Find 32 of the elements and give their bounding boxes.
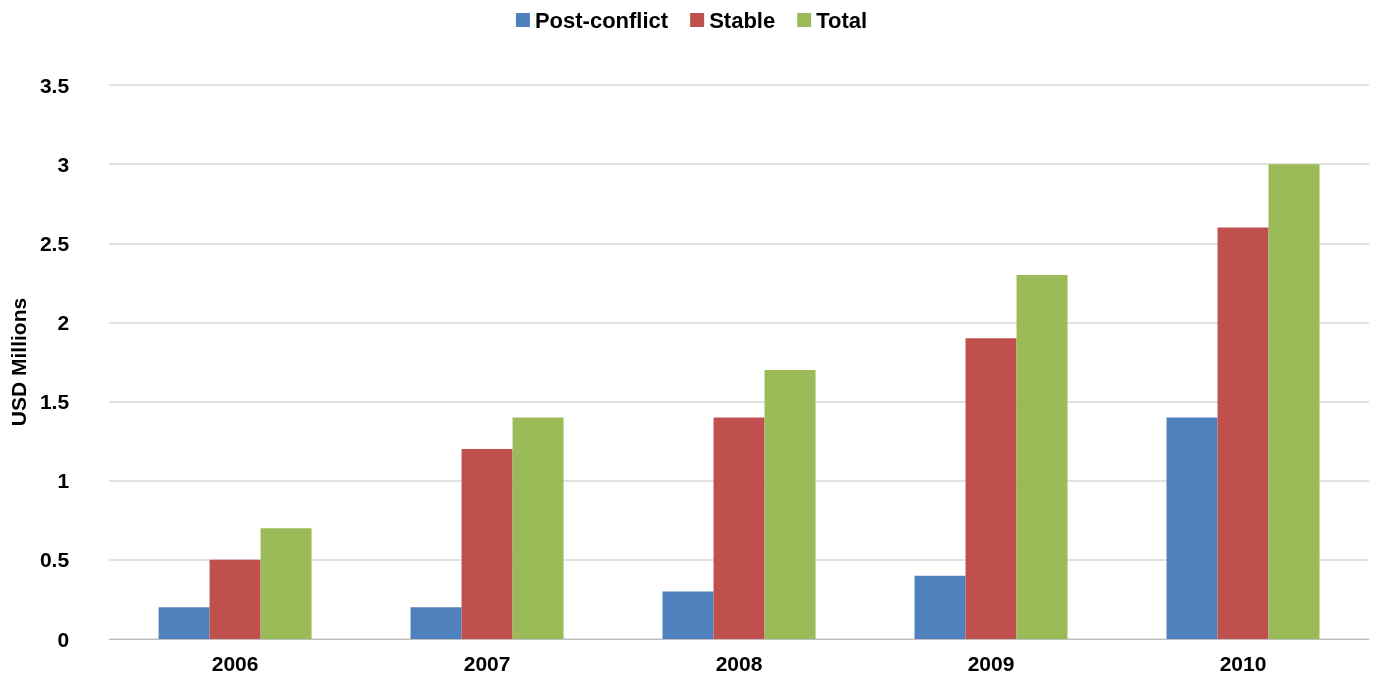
- bar: [914, 575, 966, 639]
- bar: [1268, 164, 1320, 639]
- bar: [1016, 274, 1068, 639]
- bar: [965, 338, 1017, 639]
- y-tick-label: 1: [57, 469, 70, 493]
- legend-label: Stable: [709, 7, 776, 33]
- bar: [1166, 417, 1218, 639]
- x-tick-label: 2008: [715, 652, 763, 675]
- bar: [461, 449, 513, 639]
- bar: [209, 559, 261, 639]
- bar: [260, 528, 312, 639]
- y-axis-title: USD Millions: [7, 297, 30, 427]
- x-tick-label: 2009: [967, 652, 1015, 675]
- bar: [158, 607, 210, 639]
- x-tick-label: 2010: [1219, 652, 1267, 675]
- bar: [764, 369, 816, 639]
- x-tick-label: 2006: [211, 652, 259, 675]
- y-tick-label: 2: [57, 310, 70, 334]
- bar: [662, 591, 714, 639]
- bar: [512, 417, 564, 639]
- bar: [410, 607, 462, 639]
- y-tick-label: 2.5: [39, 231, 70, 255]
- legend-label: Post-conflict: [534, 7, 669, 33]
- y-tick-label: 0.5: [39, 548, 70, 572]
- y-tick-label: 1.5: [39, 390, 70, 414]
- y-tick-label: 0: [57, 627, 70, 651]
- y-tick-label: 3: [57, 152, 70, 176]
- bar: [1217, 227, 1269, 639]
- bar: [713, 417, 765, 639]
- y-tick-label: 3.5: [39, 73, 70, 97]
- legend-label: Total: [816, 7, 868, 33]
- x-tick-label: 2007: [463, 652, 511, 675]
